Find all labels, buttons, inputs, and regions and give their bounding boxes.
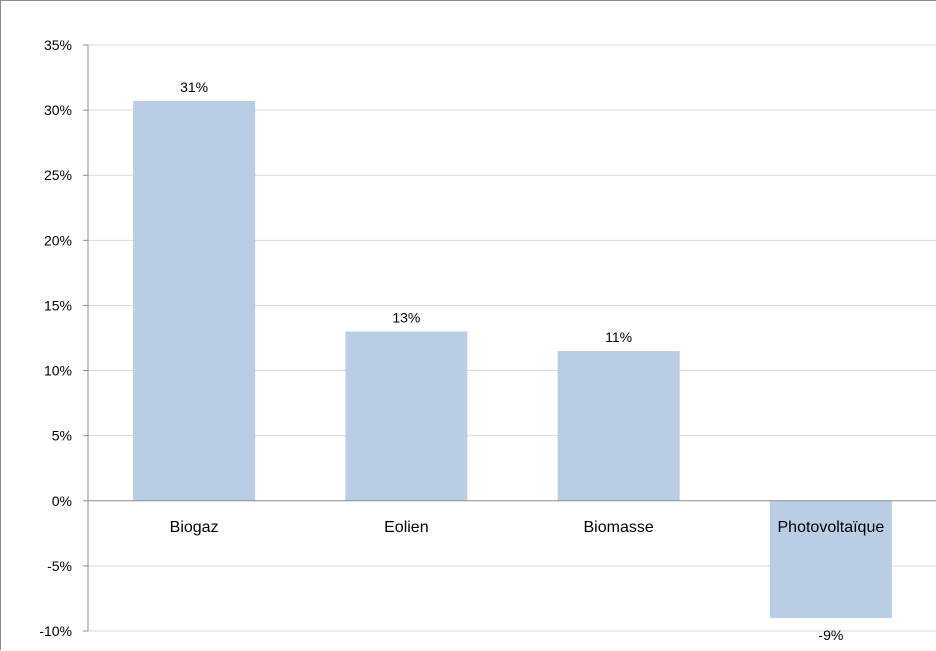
- y-tick-label: 35%: [44, 37, 72, 53]
- data-labels: 31% 13% 11% -9%: [180, 79, 843, 643]
- data-label: 31%: [180, 79, 208, 95]
- data-label: 11%: [605, 329, 632, 345]
- bars: [133, 100, 892, 618]
- y-tick-label: 5%: [52, 428, 72, 444]
- bar-photovoltaïque: [769, 500, 892, 618]
- y-tick-label: 30%: [44, 102, 72, 118]
- data-label: 13%: [392, 309, 420, 325]
- data-label: -9%: [818, 627, 843, 643]
- category-labels: Biogaz Eolien Biomasse Photovoltaïque: [170, 519, 885, 536]
- y-tick-label: 10%: [44, 363, 72, 379]
- bar-eolien: [345, 331, 468, 501]
- category-label: Photovoltaïque: [778, 519, 885, 536]
- y-tick-label: 20%: [44, 232, 72, 248]
- y-tick-label: -5%: [47, 558, 72, 574]
- y-tick-label: 25%: [44, 167, 72, 183]
- axes: [83, 44, 936, 632]
- y-axis-tick-labels: 35% 30% 25% 20% 15% 10% 5% 0% -5% -10%: [39, 37, 72, 639]
- y-tick-label: -10%: [39, 623, 72, 639]
- y-tick-label: 15%: [44, 297, 72, 313]
- category-label: Biogaz: [170, 519, 219, 536]
- category-label: Biomasse: [584, 519, 654, 536]
- bar-biogaz: [133, 100, 256, 501]
- bar-biomasse: [557, 351, 680, 501]
- y-tick-label: 0%: [52, 493, 72, 509]
- category-label: Eolien: [384, 519, 428, 536]
